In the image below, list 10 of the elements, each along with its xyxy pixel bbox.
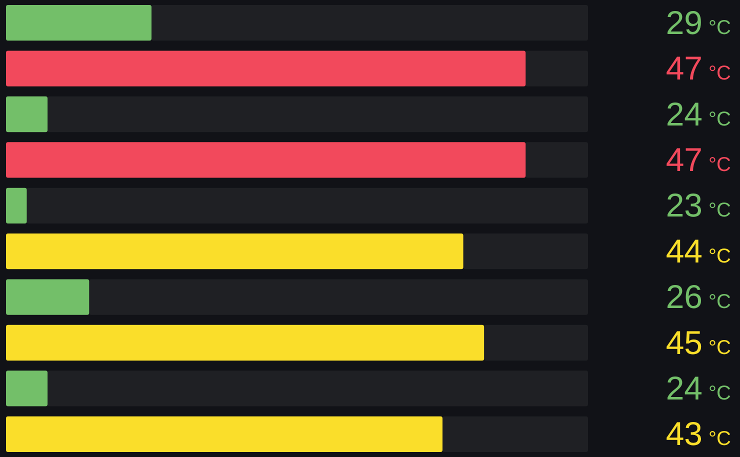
data-label: 47 °C	[666, 140, 731, 178]
data-label: 24 °C	[666, 95, 731, 132]
data-label: 43 °C	[666, 415, 731, 452]
data-label: 26 °C	[666, 278, 731, 316]
data-label: 44 °C	[666, 232, 731, 270]
data-label: 23 °C	[666, 186, 731, 224]
data-label: 47 °C	[666, 50, 731, 87]
data-label: 24 °C	[666, 369, 731, 406]
data-label: 29 °C	[666, 4, 731, 41]
data-label: 45 °C	[666, 324, 731, 361]
